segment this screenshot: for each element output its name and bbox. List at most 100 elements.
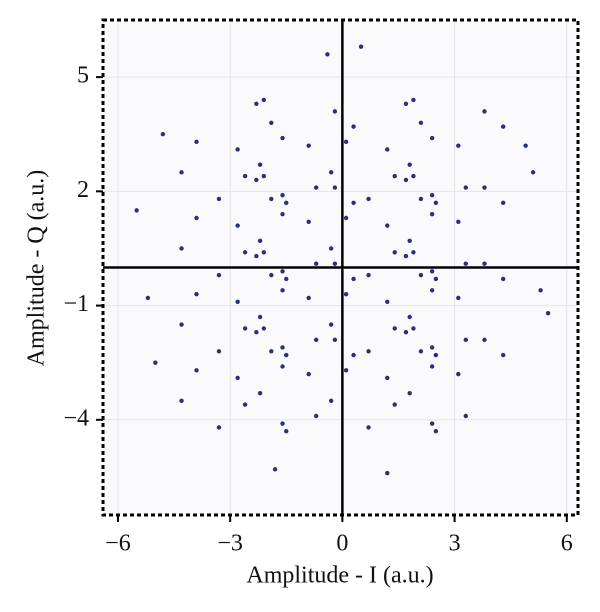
point <box>328 322 334 327</box>
point <box>179 246 184 251</box>
point <box>482 261 487 266</box>
point <box>313 413 319 419</box>
point <box>482 185 487 190</box>
point <box>411 97 416 103</box>
plot-frame <box>101 18 580 517</box>
point <box>216 349 222 354</box>
point <box>429 288 435 293</box>
point <box>242 326 248 331</box>
point <box>280 192 285 198</box>
point <box>145 295 151 301</box>
point <box>429 345 435 350</box>
point <box>235 299 240 304</box>
point <box>343 368 349 373</box>
point <box>261 250 267 255</box>
point <box>257 314 263 320</box>
point <box>403 253 409 259</box>
point <box>179 170 184 175</box>
x-axis-label: Amplitude - I (a.u.) <box>246 563 433 589</box>
point <box>280 364 285 369</box>
point <box>433 429 439 434</box>
point <box>306 295 311 301</box>
point <box>411 250 416 255</box>
x-tick-label: 0 <box>336 531 348 557</box>
y-tick-label: −1 <box>63 291 89 317</box>
point <box>385 470 390 476</box>
point <box>242 250 248 255</box>
point <box>418 120 424 126</box>
point <box>463 337 468 343</box>
point <box>313 185 319 190</box>
point <box>429 192 435 198</box>
point <box>343 139 349 145</box>
point <box>280 345 285 350</box>
point <box>235 223 240 228</box>
point <box>456 295 461 301</box>
point <box>284 276 289 282</box>
point <box>358 44 364 49</box>
point <box>385 223 390 228</box>
point <box>411 173 416 179</box>
point <box>280 421 285 426</box>
point <box>429 135 435 141</box>
point <box>261 173 267 179</box>
point <box>313 337 319 343</box>
point <box>343 215 349 221</box>
point <box>403 177 409 183</box>
point <box>366 349 371 354</box>
point <box>254 330 259 335</box>
point <box>313 261 319 266</box>
point <box>134 208 139 213</box>
point <box>269 272 274 278</box>
point <box>403 101 409 106</box>
point <box>254 177 259 183</box>
point <box>463 185 468 190</box>
point <box>284 200 289 205</box>
point <box>306 219 311 225</box>
point <box>332 337 338 343</box>
point <box>530 170 536 175</box>
point <box>456 219 461 225</box>
point <box>351 276 356 282</box>
point <box>280 211 285 217</box>
point <box>463 413 468 419</box>
y-axis-label: Amplitude - Q (a.u.) <box>24 170 50 367</box>
point <box>261 326 267 331</box>
x-tick-label: −6 <box>105 531 131 557</box>
point <box>385 147 390 152</box>
y-tick-label: 2 <box>77 177 89 203</box>
point <box>482 337 487 343</box>
point <box>280 269 285 274</box>
point <box>403 330 409 335</box>
point <box>269 349 274 354</box>
point <box>433 352 439 358</box>
point <box>418 272 424 278</box>
point <box>216 196 222 202</box>
plot-content <box>103 20 578 515</box>
point <box>429 269 435 274</box>
point <box>456 371 461 377</box>
point <box>463 261 468 266</box>
y-tick-label: 5 <box>77 63 89 89</box>
point <box>433 276 439 282</box>
x-tick-label: 3 <box>449 531 461 557</box>
point <box>500 124 506 129</box>
x-tick-label: −3 <box>217 531 243 557</box>
point <box>411 326 416 331</box>
point <box>254 253 259 259</box>
point <box>194 215 199 221</box>
point <box>456 143 461 148</box>
point <box>216 425 222 430</box>
point <box>500 352 506 358</box>
point <box>284 352 289 358</box>
point <box>407 390 412 396</box>
point <box>332 109 338 114</box>
point <box>242 402 248 407</box>
point <box>385 299 390 304</box>
point <box>194 368 199 373</box>
point <box>418 196 424 202</box>
point <box>254 101 259 106</box>
point <box>306 371 311 377</box>
point <box>216 272 222 278</box>
